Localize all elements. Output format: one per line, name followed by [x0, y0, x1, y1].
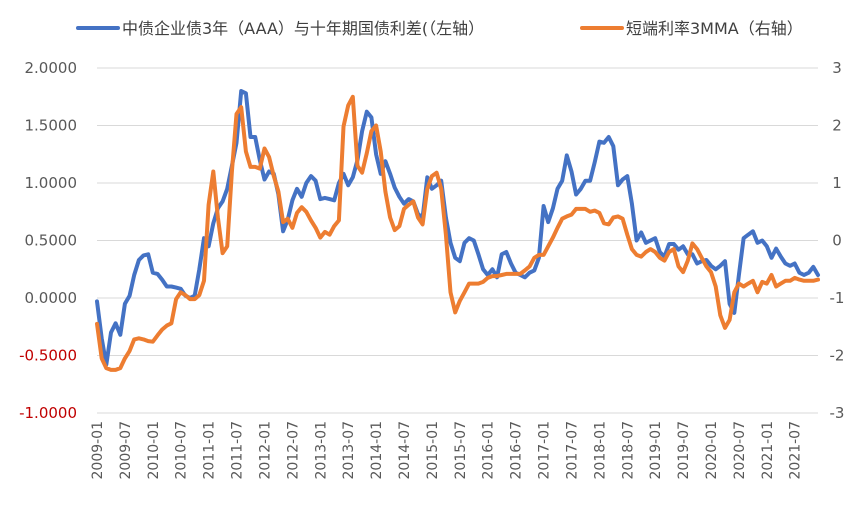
right-tick-label: 1 [832, 174, 842, 192]
left-tick-label: 1.5000 [25, 117, 78, 135]
left-axis-ticks: 2.0000 1.5000 1.0000 0.5000 0.0000 -0.5000 -1.… [19, 59, 77, 422]
x-tick-label: 2017-07 [564, 421, 580, 480]
right-tick-label: 2 [832, 117, 842, 135]
x-tick-label: 2019-01 [648, 421, 664, 480]
left-tick-label: 2.0000 [25, 59, 78, 77]
legend-label-spread: 中债企业债3年（AAA）与十年期国债利差(（左轴） [122, 19, 484, 38]
x-tick-label: 2016-01 [481, 421, 497, 480]
left-tick-label: -0.5000 [19, 347, 77, 365]
x-tick-label: 2021-01 [760, 421, 776, 480]
x-axis-ticks: 2009-01 2009-07 2010-01 2010-07 2011-01 2011-… [90, 421, 804, 480]
left-tick-label: 0.5000 [25, 232, 78, 250]
x-tick-label: 2013-01 [313, 421, 329, 480]
x-tick-label: 2009-01 [90, 421, 106, 480]
right-tick-label: -3 [830, 404, 845, 422]
gridlines [97, 67, 818, 414]
series-lines [95, 89, 820, 372]
x-tick-label: 2016-07 [509, 421, 525, 480]
x-tick-label: 2014-07 [397, 421, 413, 480]
right-tick-label: -2 [830, 347, 845, 365]
x-tick-label: 2014-01 [369, 421, 385, 480]
x-tick-label: 2015-01 [425, 421, 441, 480]
x-tick-label: 2020-01 [704, 421, 720, 480]
x-tick-label: 2012-07 [285, 421, 301, 480]
x-tick-label: 2009-07 [118, 421, 134, 480]
x-tick-label: 2018-01 [592, 421, 608, 480]
x-tick-label: 2010-07 [174, 421, 190, 480]
left-tick-label: 1.0000 [25, 174, 78, 192]
right-tick-label: 0 [832, 232, 842, 250]
x-tick-label: 2020-07 [732, 421, 748, 480]
x-tick-label: 2013-07 [341, 421, 357, 480]
x-tick-label: 2015-07 [453, 421, 469, 480]
right-tick-label: -1 [830, 289, 845, 307]
x-tick-label: 2021-07 [788, 421, 804, 480]
series-line-short-rate [95, 94, 820, 372]
left-tick-label: 0.0000 [25, 289, 78, 307]
right-tick-label: 3 [832, 59, 842, 77]
legend-label-short-rate: 短端利率3MMA（右轴） [626, 19, 803, 38]
x-tick-label: 2019-07 [676, 421, 692, 480]
x-tick-label: 2010-01 [146, 421, 162, 480]
x-tick-label: 2017-01 [537, 421, 553, 480]
right-axis-ticks: 3 2 1 0 -1 -2 -3 [830, 59, 845, 422]
left-tick-label: -1.0000 [19, 404, 77, 422]
x-tick-label: 2011-07 [230, 421, 246, 480]
x-tick-label: 2012-01 [257, 421, 273, 480]
series-line-spread [95, 89, 820, 367]
x-tick-label: 2018-07 [620, 421, 636, 480]
legend: 中债企业债3年（AAA）与十年期国债利差(（左轴） 短端利率3MMA（右轴） [76, 19, 803, 38]
x-tick-label: 2011-01 [202, 421, 218, 480]
